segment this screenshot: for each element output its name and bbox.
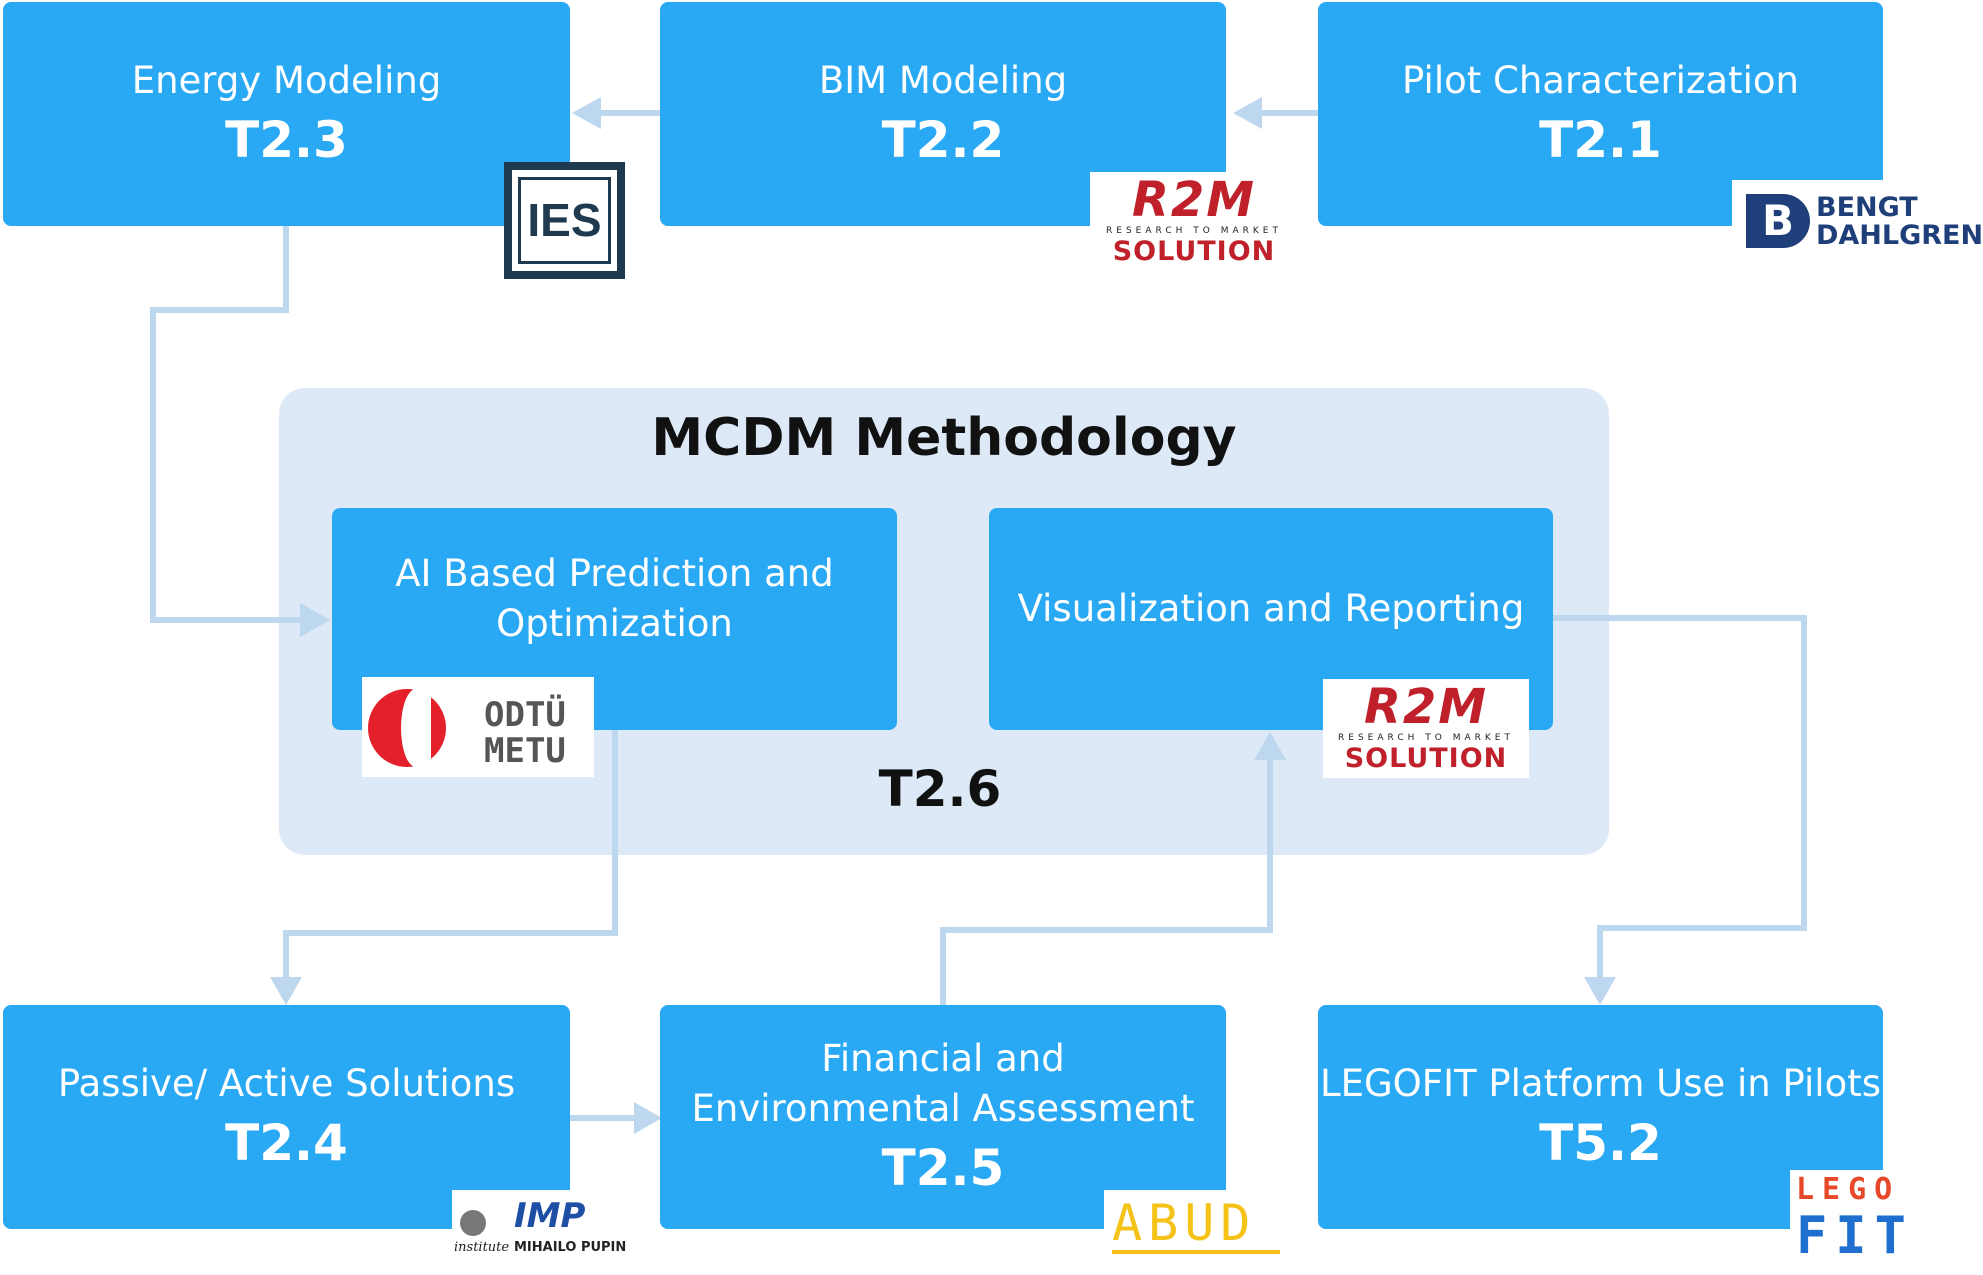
abud-text: ABUD: [1112, 1194, 1257, 1252]
arrow-vis-to-t52: [1552, 615, 1807, 983]
bim-modeling-code: T2.2: [881, 111, 1005, 169]
arrowhead-ai: [300, 603, 330, 637]
r2m-logo-top: R2M RESEARCH TO MARKET SOLUTION: [1090, 172, 1298, 269]
arrowhead-t24: [270, 977, 302, 1005]
panel-code: T2.6: [878, 760, 1002, 818]
metu-line2: METU: [484, 731, 566, 771]
bim-modeling-box: BIM Modeling T2.2: [660, 2, 1226, 226]
r2m-logo-top-sub: RESEARCH TO MARKET: [1106, 226, 1282, 236]
energy-modeling-code: T2.3: [225, 111, 348, 169]
legofit-line1: LEGO: [1796, 1172, 1901, 1207]
imp-sub2: MIHAILO PUPIN: [514, 1240, 627, 1255]
r2m-logo-panel-sub: RESEARCH TO MARKET: [1338, 733, 1514, 743]
r2m-logo-top-main: R2M: [1131, 172, 1257, 228]
r2m-logo-panel-main: R2M: [1363, 679, 1489, 735]
passive-active-label: Passive/ Active Solutions: [57, 1062, 516, 1105]
financial-assessment-label: Financial and Environmental Assessment: [691, 1037, 1195, 1130]
bengt-dahlgren-line1: BENGT: [1816, 192, 1918, 223]
energy-modeling-box: Energy Modeling T2.3: [3, 2, 570, 226]
passive-active-code: T2.4: [225, 1114, 348, 1172]
metu-line1: ODTÜ: [484, 695, 566, 735]
arrowhead-t23: [572, 97, 601, 129]
arrowhead-t22: [1233, 97, 1262, 129]
legofit-platform-code: T5.2: [1539, 1114, 1662, 1172]
r2m-logo-panel: R2M RESEARCH TO MARKET SOLUTION: [1323, 679, 1529, 778]
visualization-label: Visualization and Reporting: [1017, 587, 1525, 630]
imp-sub1: institute: [454, 1240, 510, 1255]
financial-assessment-code: T2.5: [881, 1139, 1005, 1197]
legofit-line2: FIT: [1796, 1206, 1914, 1266]
arrow-t23-to-ai: [150, 226, 300, 623]
bim-modeling-label: BIM Modeling: [818, 59, 1068, 102]
pilot-characterization-label: Pilot Characterization: [1402, 59, 1799, 102]
metu-logo: ODTÜ METU: [362, 677, 594, 777]
financial-assessment-box: Financial and Environmental Assessment T…: [660, 1005, 1226, 1229]
bengt-dahlgren-line2: DAHLGREN: [1816, 220, 1983, 251]
imp-sphere: [460, 1210, 486, 1236]
abud-logo: ABUD: [1104, 1190, 1288, 1260]
panel-title: MCDM Methodology: [651, 408, 1237, 468]
r2m-logo-panel-solution: SOLUTION: [1344, 743, 1508, 774]
imp-main: IMP: [514, 1196, 586, 1236]
ai-prediction-label: AI Based Prediction and Optimization: [395, 552, 834, 645]
legofit-platform-box: LEGOFIT Platform Use in Pilots T5.2: [1318, 1005, 1883, 1229]
energy-modeling-label: Energy Modeling: [131, 59, 442, 102]
metu-emblem: [368, 689, 446, 767]
ai-prediction-box: AI Based Prediction and Optimization: [332, 508, 897, 730]
pilot-characterization-code: T2.1: [1539, 111, 1662, 169]
legofit-logo: LEGO FIT: [1790, 1170, 1936, 1274]
ies-logo-text: IES: [527, 194, 602, 247]
imp-logo: IMP institute MIHAILO PUPIN: [452, 1190, 628, 1258]
arrowhead-vis: [1254, 732, 1286, 760]
ies-logo: IES: [504, 162, 625, 279]
arrowhead-t25: [634, 1102, 662, 1134]
arrowhead-t52: [1584, 977, 1616, 1005]
bengt-dahlgren-mark: B: [1746, 194, 1810, 248]
bengt-dahlgren-logo: B BENGT DAHLGREN: [1732, 180, 1983, 264]
legofit-platform-label: LEGOFIT Platform Use in Pilots: [1320, 1062, 1881, 1105]
r2m-logo-top-solution: SOLUTION: [1112, 236, 1276, 267]
arrow-t25-to-vis: [940, 755, 1273, 1005]
arrow-ai-to-t24: [283, 730, 618, 983]
